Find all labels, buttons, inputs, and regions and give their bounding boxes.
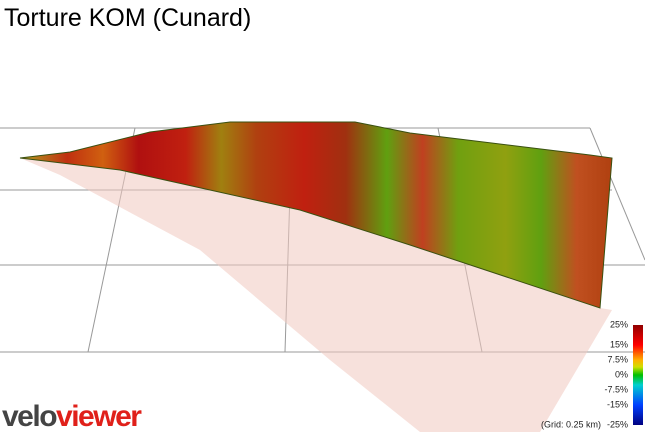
- logo-part: velo: [2, 400, 57, 432]
- grid-note: (Grid: 0.25 km): [541, 419, 601, 429]
- legend-label: -7.5%: [604, 384, 628, 394]
- title: Torture KOM (Cunard): [4, 4, 251, 32]
- legend-label: -15%: [607, 399, 628, 409]
- logo-part: viewer: [56, 400, 142, 432]
- legend-label: 7.5%: [607, 354, 628, 364]
- profile-shadow: [20, 158, 612, 432]
- legend-label: 0%: [615, 369, 628, 379]
- legend-label: 15%: [610, 339, 628, 349]
- logo: veloviewer: [2, 400, 142, 432]
- color-scale: [633, 325, 643, 425]
- legend-label: 25%: [610, 319, 628, 329]
- profile-wall: [19, 121, 613, 309]
- legend-label: -25%: [607, 419, 628, 429]
